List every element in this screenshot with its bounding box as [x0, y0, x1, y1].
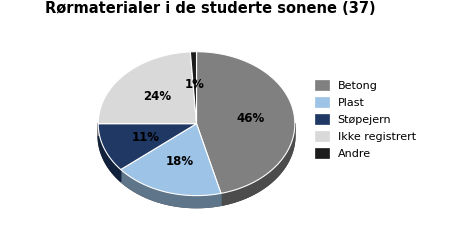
Polygon shape [190, 52, 196, 124]
Text: 18%: 18% [166, 155, 194, 168]
Text: 1%: 1% [185, 78, 205, 91]
Polygon shape [121, 170, 221, 208]
Polygon shape [98, 124, 121, 182]
Text: 24%: 24% [143, 90, 171, 103]
Text: 46%: 46% [236, 112, 264, 125]
Polygon shape [98, 124, 295, 208]
Polygon shape [121, 124, 221, 196]
Polygon shape [98, 124, 196, 170]
Legend: Betong, Plast, Støpejern, Ikke registrert, Andre: Betong, Plast, Støpejern, Ikke registrer… [311, 76, 420, 163]
Polygon shape [196, 52, 295, 193]
Polygon shape [98, 52, 196, 124]
Title: Rørmaterialer i de studerte sonene (37): Rørmaterialer i de studerte sonene (37) [45, 1, 375, 16]
Polygon shape [221, 123, 295, 205]
Text: 11%: 11% [131, 131, 160, 143]
